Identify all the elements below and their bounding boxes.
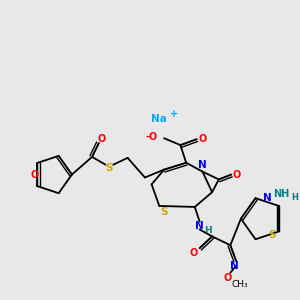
- Text: S: S: [268, 230, 276, 240]
- Text: O: O: [30, 169, 38, 179]
- Text: CH₃: CH₃: [232, 280, 248, 289]
- Text: N: N: [198, 160, 207, 170]
- Text: -O: -O: [145, 132, 158, 142]
- Text: +: +: [169, 109, 178, 119]
- Text: O: O: [198, 134, 207, 144]
- Text: S: S: [160, 207, 168, 217]
- Text: N: N: [230, 261, 239, 271]
- Text: N: N: [195, 220, 204, 231]
- Text: O: O: [223, 273, 232, 283]
- Text: H: H: [205, 226, 212, 235]
- Text: O: O: [98, 134, 106, 144]
- Text: O: O: [233, 169, 241, 179]
- Text: H: H: [291, 193, 298, 202]
- Text: NH: NH: [273, 189, 289, 199]
- Text: N: N: [263, 193, 272, 203]
- Text: Na: Na: [152, 114, 167, 124]
- Text: O: O: [190, 248, 198, 258]
- Text: S: S: [106, 163, 113, 173]
